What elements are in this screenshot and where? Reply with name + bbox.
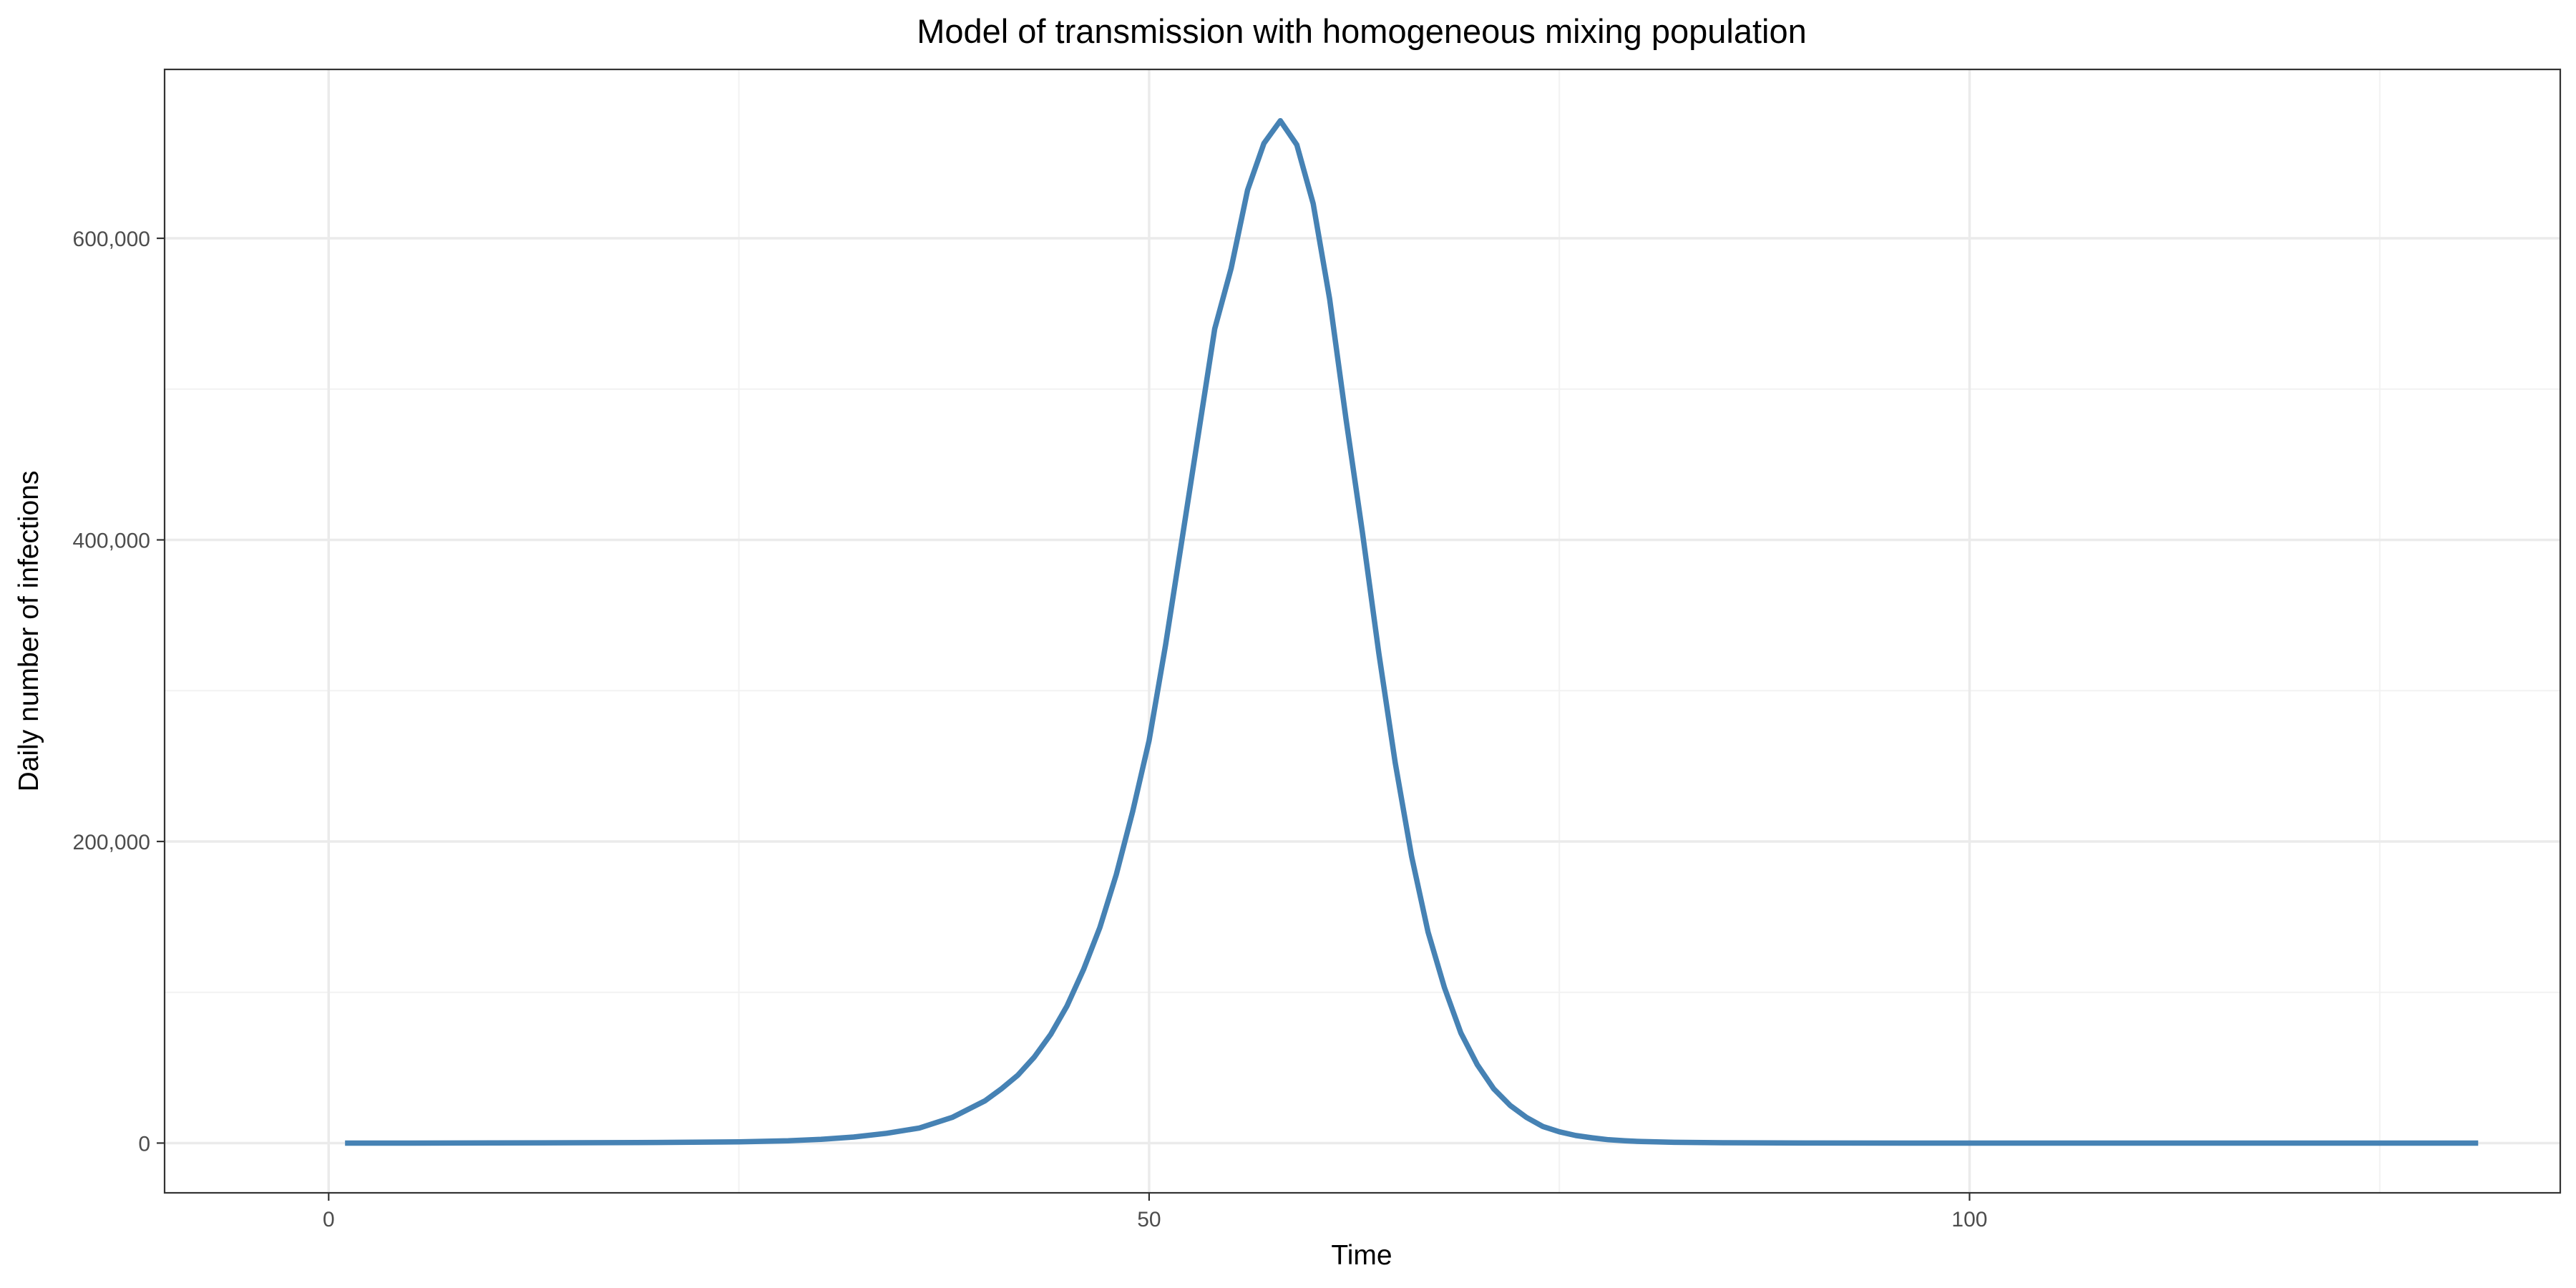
plot-panel-border xyxy=(163,68,2562,1194)
y-tick-label: 0 xyxy=(138,1132,150,1156)
axis-ticks xyxy=(157,237,1971,1201)
x-tick-label: 0 xyxy=(323,1208,335,1231)
x-axis-tick-labels: 0 50 100 xyxy=(323,1208,1988,1231)
x-tick-label: 100 xyxy=(1951,1208,1987,1231)
y-tick-label: 600,000 xyxy=(73,228,150,251)
y-axis-tick-labels: 0 200,000 400,000 600,000 xyxy=(73,228,150,1156)
x-axis-title: Time xyxy=(1331,1240,1392,1271)
y-tick-label: 400,000 xyxy=(73,530,150,553)
chart-title: Model of transmission with homogeneous m… xyxy=(917,12,1807,50)
series-layer xyxy=(345,117,2479,1146)
y-tick-label: 200,000 xyxy=(73,831,150,854)
x-tick-label: 50 xyxy=(1137,1208,1161,1231)
series-line xyxy=(345,117,2479,1146)
y-axis-title: Daily number of infections xyxy=(14,471,44,792)
